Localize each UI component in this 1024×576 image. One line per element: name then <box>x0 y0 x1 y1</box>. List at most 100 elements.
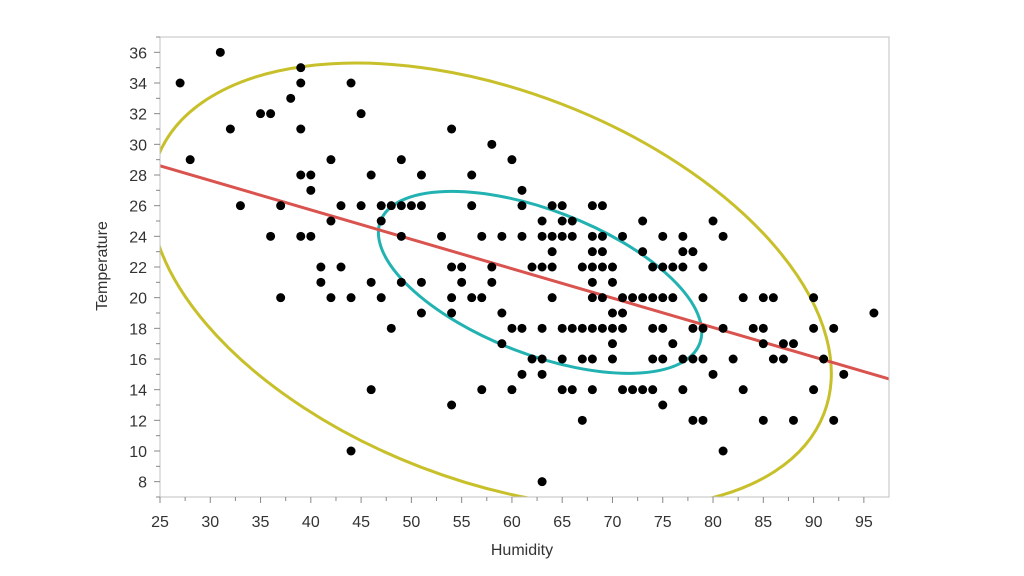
data-point <box>557 231 567 241</box>
data-point <box>557 385 567 395</box>
data-point <box>185 155 195 165</box>
data-point <box>175 78 185 88</box>
data-point <box>416 201 426 211</box>
data-point <box>577 415 587 425</box>
data-point <box>628 385 638 395</box>
data-point <box>557 323 567 333</box>
data-point <box>547 293 557 303</box>
data-point <box>648 385 658 395</box>
fit-line-layer <box>160 164 889 381</box>
data-point <box>537 323 547 333</box>
data-point <box>618 323 628 333</box>
data-point <box>537 262 547 272</box>
data-point <box>788 415 798 425</box>
x-tick-label: 40 <box>302 514 320 531</box>
data-point <box>809 323 819 333</box>
data-point <box>587 231 597 241</box>
y-tick-label: 8 <box>138 475 147 492</box>
data-point <box>215 47 225 57</box>
y-axis: 8 10 12 14 16 18 20 22 24 26 28 30 32 34 36 <box>129 36 160 498</box>
data-point <box>306 231 316 241</box>
data-point <box>487 139 497 149</box>
data-point <box>758 323 768 333</box>
data-point <box>517 185 527 195</box>
data-point <box>396 277 406 287</box>
data-point <box>658 262 668 272</box>
data-point <box>738 385 748 395</box>
data-point <box>698 415 708 425</box>
data-point <box>597 293 607 303</box>
data-point <box>256 109 266 119</box>
data-point <box>597 262 607 272</box>
data-point <box>567 231 577 241</box>
data-point <box>557 354 567 364</box>
data-point <box>678 354 688 364</box>
data-point <box>658 293 668 303</box>
data-point <box>678 231 688 241</box>
data-point <box>457 262 467 272</box>
data-point <box>447 308 457 318</box>
data-point <box>497 308 507 318</box>
data-point <box>487 262 497 272</box>
x-tick-label: 50 <box>402 514 420 531</box>
data-point <box>487 277 497 287</box>
data-point <box>266 231 276 241</box>
data-point <box>447 262 457 272</box>
data-point <box>638 385 648 395</box>
data-point <box>296 78 306 88</box>
data-point <box>296 63 306 73</box>
x-tick-label: 25 <box>151 514 169 531</box>
data-point <box>276 293 286 303</box>
x-tick-label: 75 <box>654 514 672 531</box>
data-point <box>467 201 477 211</box>
data-point <box>607 323 617 333</box>
data-point <box>416 308 426 318</box>
data-point <box>587 293 597 303</box>
data-point <box>266 109 276 119</box>
x-tick-label: 85 <box>754 514 772 531</box>
y-tick-label: 30 <box>129 137 147 154</box>
data-point <box>376 293 386 303</box>
data-point <box>316 277 326 287</box>
data-point <box>416 170 426 180</box>
data-point <box>376 216 386 226</box>
data-point <box>668 339 678 349</box>
x-tick-label: 65 <box>553 514 571 531</box>
data-point <box>346 293 356 303</box>
data-point <box>477 293 487 303</box>
data-point <box>547 231 557 241</box>
data-point <box>678 247 688 257</box>
data-point <box>577 354 587 364</box>
y-tick-label: 20 <box>129 291 147 308</box>
data-point <box>708 369 718 379</box>
data-point <box>517 369 527 379</box>
data-point <box>758 339 768 349</box>
data-point <box>768 293 778 303</box>
x-axis: 25 30 35 40 45 50 55 60 65 70 75 80 85 90 95 <box>151 497 873 531</box>
data-point <box>557 201 567 211</box>
data-point <box>678 385 688 395</box>
data-point <box>376 201 386 211</box>
data-point <box>748 323 758 333</box>
data-point <box>567 323 577 333</box>
data-point <box>607 339 617 349</box>
y-tick-label: 24 <box>129 229 147 246</box>
data-point <box>547 247 557 257</box>
x-tick-label: 55 <box>453 514 471 531</box>
data-point <box>296 124 306 134</box>
x-tick-label: 60 <box>503 514 521 531</box>
y-tick-label: 34 <box>129 76 147 93</box>
y-tick-label: 32 <box>129 107 147 124</box>
data-point <box>477 385 487 395</box>
y-tick-label: 22 <box>129 260 147 277</box>
data-point <box>577 262 587 272</box>
data-point <box>778 339 788 349</box>
data-point <box>698 293 708 303</box>
data-point <box>296 170 306 180</box>
data-point <box>537 354 547 364</box>
data-point <box>467 170 477 180</box>
data-point <box>597 201 607 211</box>
data-point <box>225 124 235 134</box>
data-point <box>497 231 507 241</box>
data-point <box>537 216 547 226</box>
